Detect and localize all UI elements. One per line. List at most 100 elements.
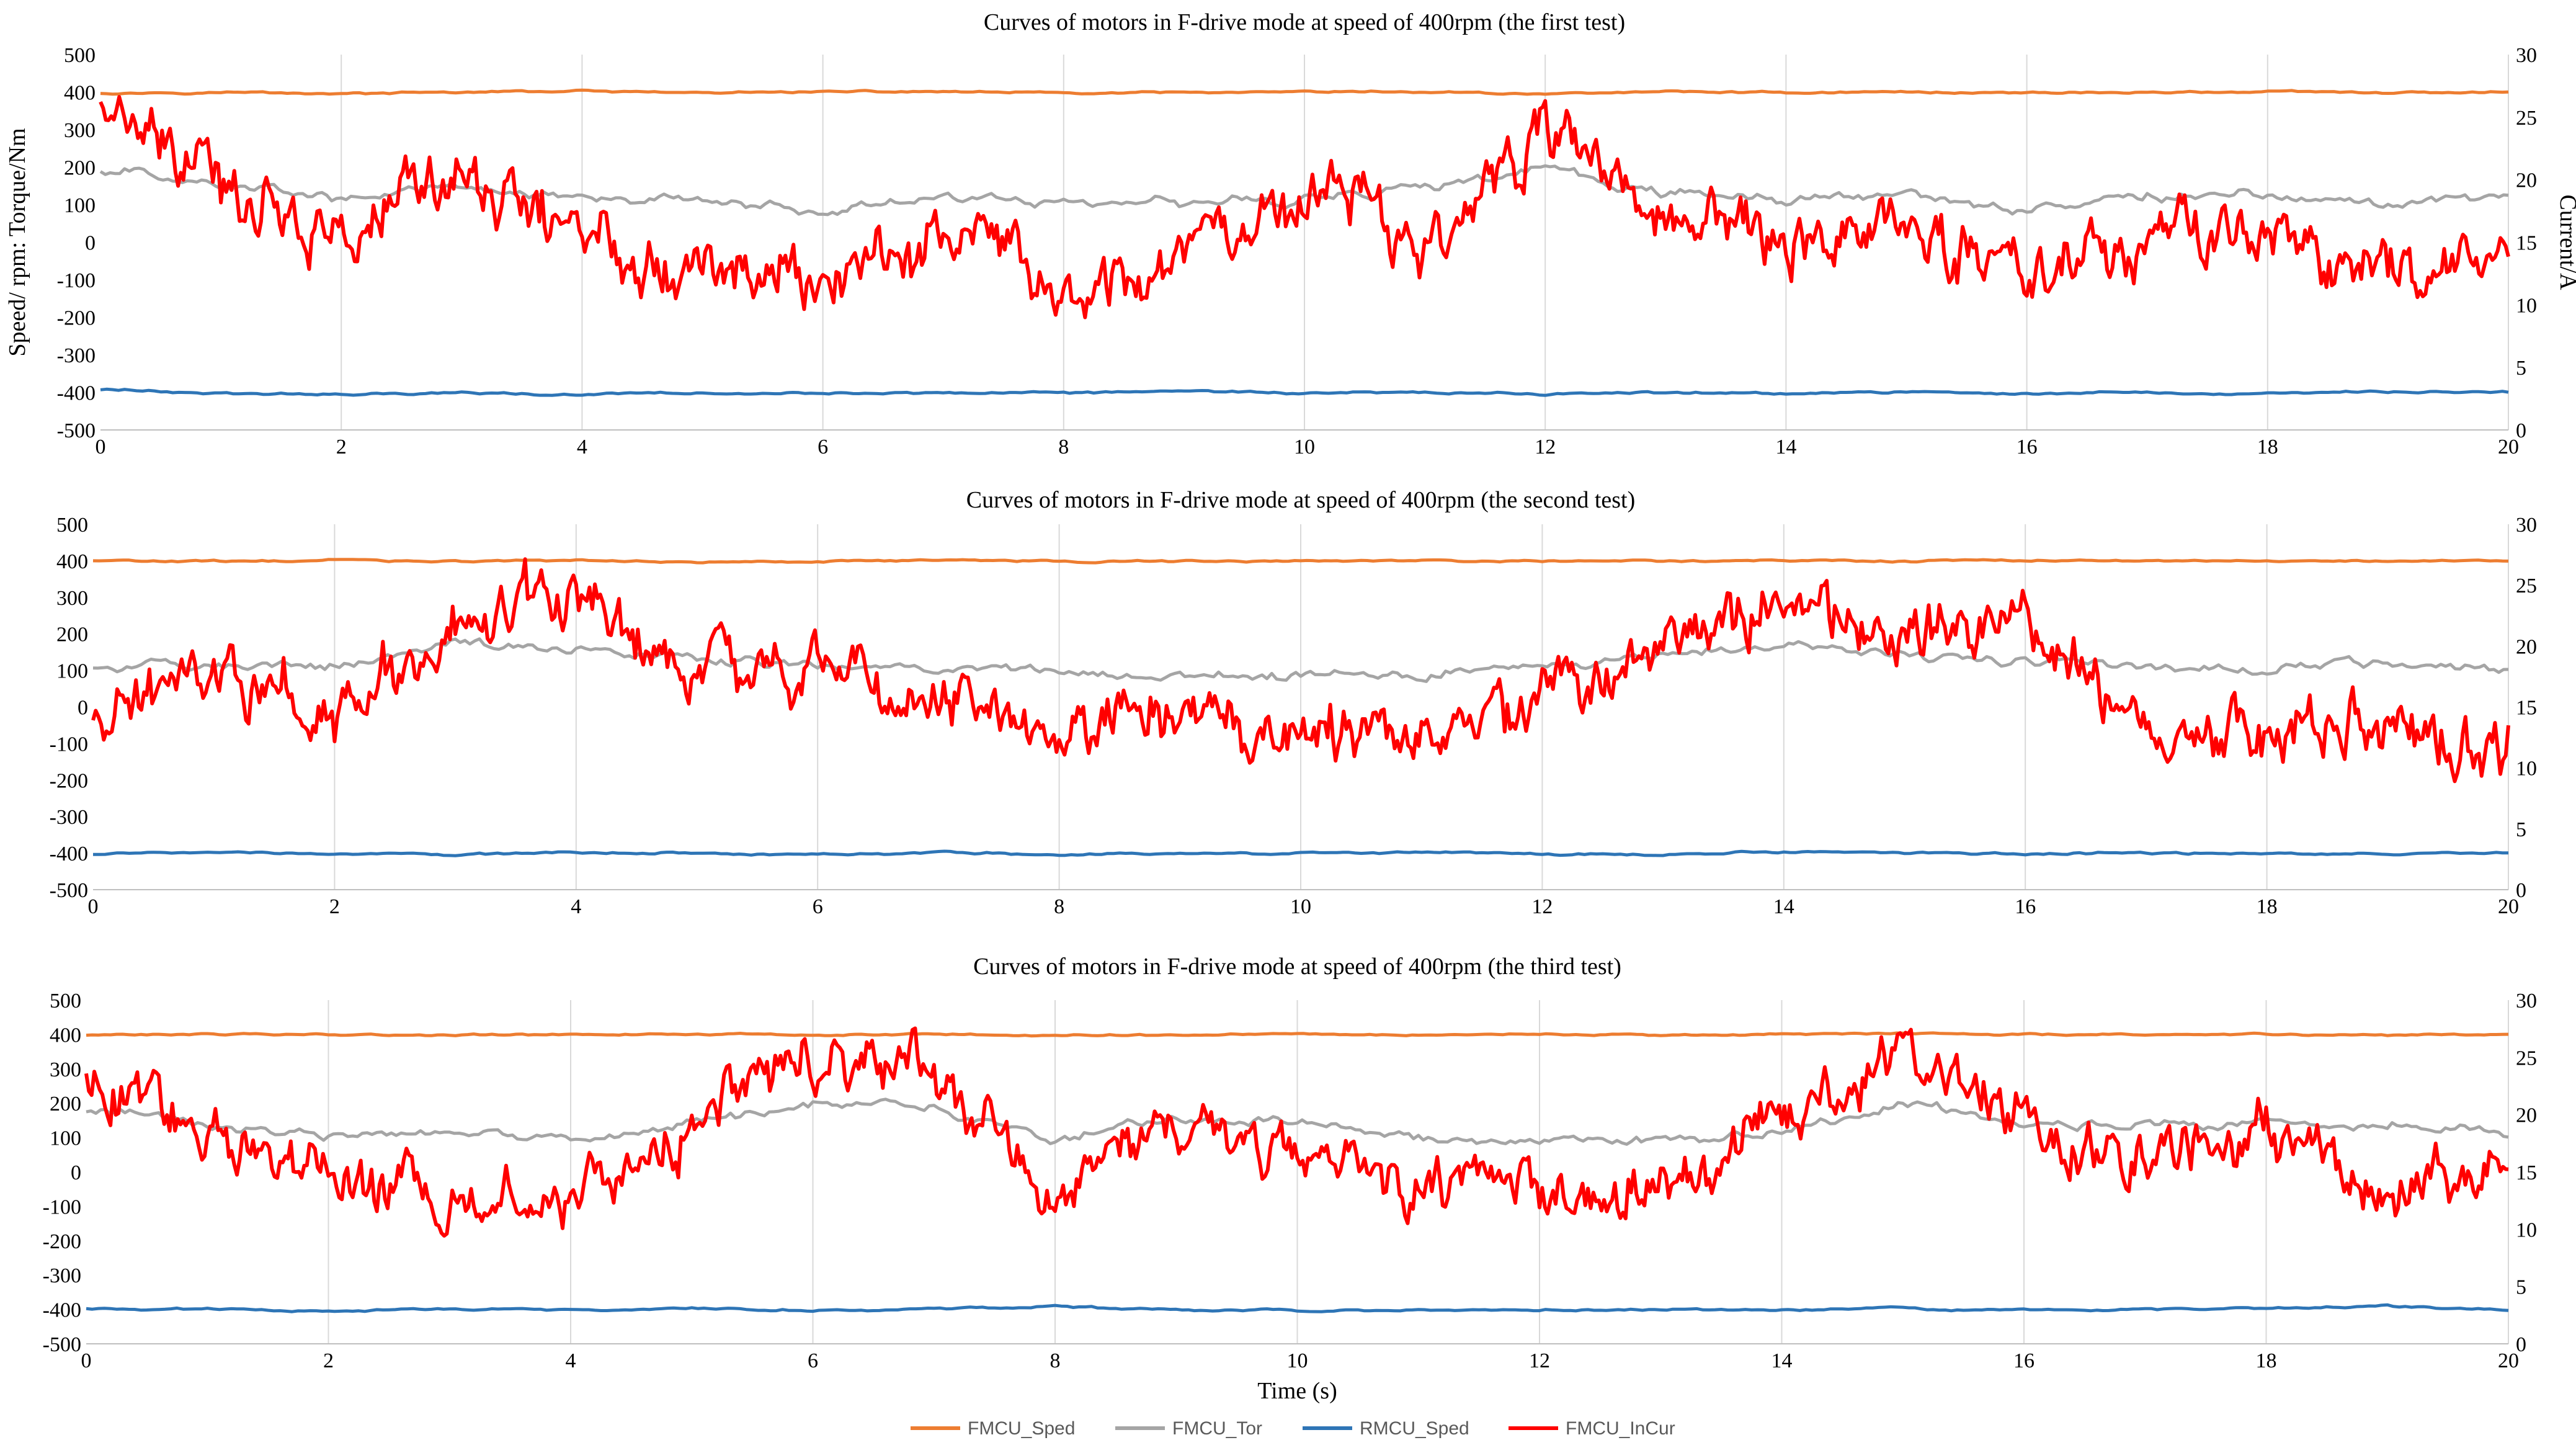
y-tick-label: -100	[50, 733, 88, 756]
y-tick-label: -100	[57, 269, 96, 292]
legend-label: RMCU_Sped	[1360, 1418, 1469, 1439]
x-tick-label: 6	[813, 895, 823, 918]
y-tick-label: 400	[56, 550, 88, 573]
y2-tick-label: 30	[2516, 990, 2537, 1013]
y-tick-label: 100	[64, 194, 96, 217]
y-tick-label: 300	[56, 587, 88, 610]
y-tick-label: 500	[64, 44, 96, 67]
y-tick-label: 0	[78, 697, 88, 720]
x-tick-label: 0	[88, 895, 99, 918]
x-tick-label: 18	[2256, 1349, 2277, 1372]
y-tick-label: 400	[50, 1024, 81, 1047]
x-tick-label: 4	[566, 1349, 576, 1372]
y-tick-label: 200	[64, 157, 96, 180]
y2-tick-label: 10	[2516, 1218, 2537, 1241]
y-tick-label: 200	[56, 624, 88, 646]
y2-tick-label: 30	[2516, 514, 2537, 537]
chart-panel-2: Curves of motors in F-drive mode at spee…	[50, 487, 2537, 918]
x-tick-label: 8	[1050, 1349, 1061, 1372]
y-tick-label: 500	[56, 514, 88, 537]
x-tick-label: 6	[818, 436, 828, 458]
y-axis-label: Speed/ rpm: Torque/Nm	[4, 128, 30, 356]
chart-panel-1: Curves of motors in F-drive mode at spee…	[4, 9, 2576, 458]
y-tick-label: -100	[43, 1196, 81, 1218]
legend-label: FMCU_Tor	[1172, 1418, 1262, 1439]
y2-tick-label: 0	[2516, 1333, 2526, 1356]
y-tick-label: 100	[50, 1127, 81, 1150]
y-tick-label: 300	[50, 1058, 81, 1081]
y-tick-label: 300	[64, 119, 96, 142]
x-tick-label: 16	[2017, 436, 2038, 458]
x-axis-label: Time (s)	[1257, 1378, 1337, 1404]
chart-panel-3: Curves of motors in F-drive mode at spee…	[43, 954, 2537, 1404]
x-tick-label: 8	[1054, 895, 1064, 918]
x-tick-label: 14	[1775, 436, 1796, 458]
chart-title: Curves of motors in F-drive mode at spee…	[966, 487, 1636, 513]
chart-title: Curves of motors in F-drive mode at spee…	[984, 9, 1625, 35]
x-tick-label: 12	[1535, 436, 1556, 458]
legend-label: FMCU_Sped	[968, 1418, 1075, 1439]
legend-label: FMCU_InCur	[1566, 1418, 1675, 1439]
x-tick-label: 0	[96, 436, 106, 458]
series-line-fmcu-sped	[92, 558, 2509, 565]
y2-axis-label: Current/A	[2555, 194, 2576, 290]
x-tick-label: 8	[1058, 436, 1069, 458]
x-tick-label: 16	[2015, 895, 2036, 918]
x-tick-label: 4	[571, 895, 581, 918]
x-tick-label: 14	[1773, 895, 1794, 918]
x-tick-label: 2	[336, 436, 347, 458]
legend: FMCU_Sped FMCU_Tor RMCU_Sped FMCU_InCur	[911, 1418, 1675, 1439]
x-tick-label: 20	[2498, 436, 2519, 458]
x-tick-label: 10	[1290, 895, 1311, 918]
y-tick-label: 100	[56, 660, 88, 683]
series-line-fmcu-sped	[100, 88, 2509, 96]
y-tick-label: -500	[43, 1333, 81, 1356]
y2-tick-label: 10	[2516, 294, 2537, 317]
y-tick-label: -400	[43, 1299, 81, 1322]
y2-tick-label: 5	[2516, 1276, 2526, 1299]
y-tick-label: -300	[50, 806, 88, 829]
y2-tick-label: 25	[2516, 1047, 2537, 1070]
y-tick-label: -300	[43, 1264, 81, 1287]
y-tick-label: 500	[50, 990, 81, 1013]
y2-tick-label: 5	[2516, 357, 2526, 380]
y-tick-label: 200	[50, 1093, 81, 1115]
x-tick-label: 10	[1287, 1349, 1308, 1372]
x-tick-label: 20	[2498, 1349, 2519, 1372]
series-line-fmcu-incur	[91, 557, 2510, 784]
y2-tick-label: 30	[2516, 44, 2537, 67]
y-tick-label: -200	[50, 769, 88, 792]
y2-tick-label: 0	[2516, 879, 2526, 902]
y2-tick-label: 25	[2516, 107, 2537, 130]
x-tick-label: 6	[808, 1349, 818, 1372]
series-line-fmcu-incur	[84, 1026, 2509, 1238]
x-tick-label: 2	[329, 895, 340, 918]
y2-tick-label: 5	[2516, 818, 2526, 841]
series-line-fmcu-tor	[92, 637, 2509, 683]
x-tick-label: 18	[2257, 436, 2278, 458]
x-tick-label: 10	[1294, 436, 1315, 458]
y2-tick-label: 15	[2516, 232, 2537, 255]
series-line-fmcu-incur	[99, 95, 2510, 320]
y-tick-label: -200	[43, 1230, 81, 1253]
y2-tick-label: 15	[2516, 1161, 2537, 1184]
y-tick-label: -500	[57, 419, 96, 442]
series-line-fmcu-sped	[86, 1031, 2509, 1038]
series-line-rmcu-sped	[86, 1303, 2509, 1313]
series-line-fmcu-tor	[86, 1098, 2509, 1146]
x-tick-label: 12	[1531, 895, 1553, 918]
y-tick-label: 0	[71, 1161, 81, 1184]
series-line-rmcu-sped	[93, 849, 2508, 857]
x-tick-label: 2	[323, 1349, 334, 1372]
y2-tick-label: 20	[2516, 169, 2537, 192]
y-tick-label: -400	[50, 843, 88, 865]
x-tick-label: 18	[2257, 895, 2278, 918]
y-tick-label: 0	[85, 232, 96, 255]
x-tick-label: 16	[2013, 1349, 2035, 1372]
y2-tick-label: 20	[2516, 1104, 2537, 1127]
y-tick-label: 400	[64, 82, 96, 105]
x-tick-label: 4	[577, 436, 587, 458]
y2-tick-label: 15	[2516, 697, 2537, 720]
y2-tick-label: 0	[2516, 419, 2526, 442]
